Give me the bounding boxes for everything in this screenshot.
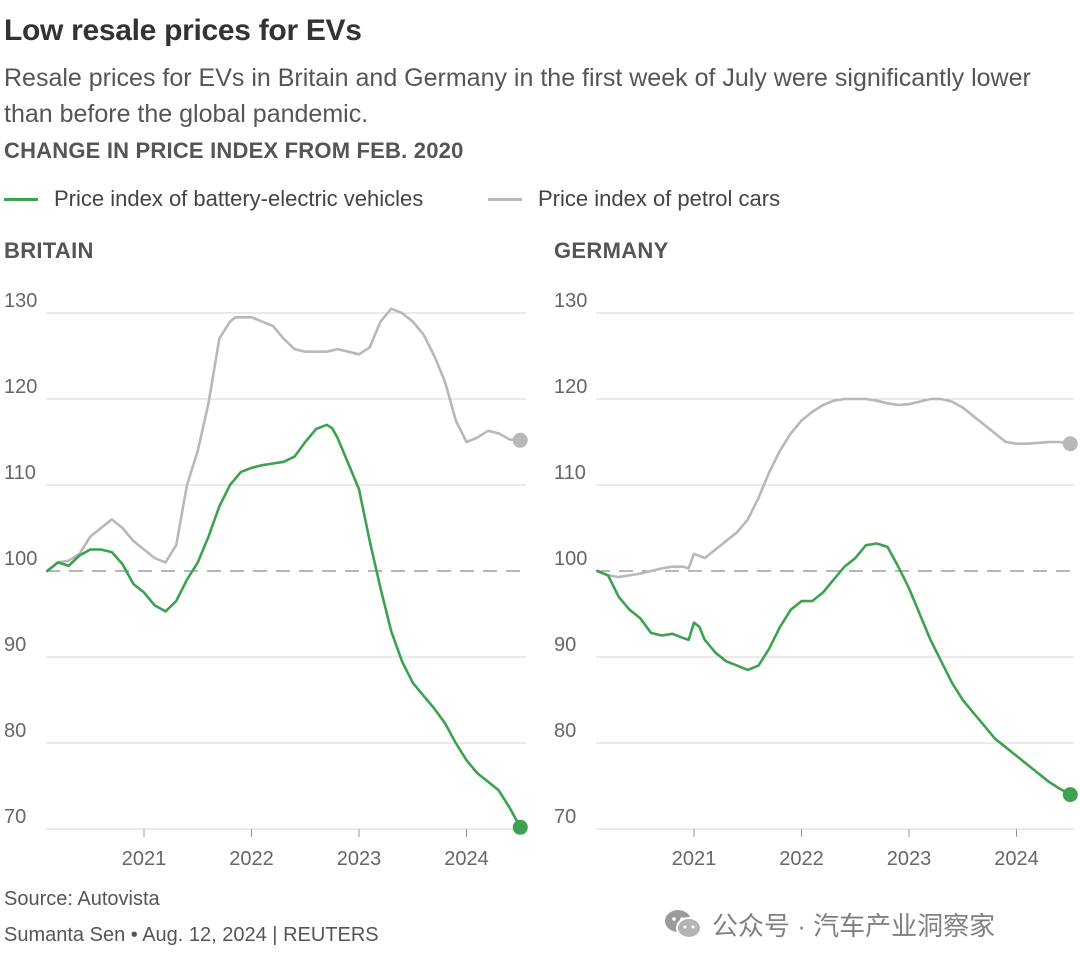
britain-x-tick-label: 2023 xyxy=(337,848,382,870)
germany-petrol-endpoint xyxy=(1062,436,1078,452)
britain-y-tick-label: 120 xyxy=(4,376,37,398)
panel-title-germany: GERMANY xyxy=(554,238,669,263)
petrol-legend-swatch xyxy=(488,197,522,201)
britain-y-tick-label: 90 xyxy=(4,634,26,656)
legend-item-ev: Price index of battery-electric vehicles xyxy=(4,184,423,214)
ev-legend-label: Price index of battery-electric vehicles xyxy=(54,186,424,211)
panel-title-britain: BRITAIN xyxy=(4,238,94,263)
britain-x-tick-label: 2024 xyxy=(444,848,489,870)
germany-y-tick-label: 70 xyxy=(554,806,576,828)
britain-ev-endpoint xyxy=(512,819,528,835)
britain-ev-line xyxy=(45,423,522,829)
britain-petrol-endpoint xyxy=(512,432,528,448)
chart-subtitle: Resale prices for EVs in Britain and Ger… xyxy=(4,64,1031,128)
germany-x-tick-label: 2024 xyxy=(994,848,1039,870)
ev-legend-swatch xyxy=(4,197,38,201)
germany-ev-endpoint xyxy=(1062,787,1078,803)
britain-x-tick-label: 2021 xyxy=(122,848,167,870)
britain-y-tick-label: 70 xyxy=(4,806,26,828)
watermark-text: 公众号 · 汽车产业洞察家 xyxy=(712,910,996,941)
germany-petrol-line xyxy=(595,397,1072,579)
source-note: Source: Autovista xyxy=(4,888,160,910)
germany-ev-line xyxy=(595,542,1072,796)
watermark: 公众号 · 汽车产业洞察家 xyxy=(664,906,995,942)
britain-y-tick-label: 80 xyxy=(4,720,26,742)
britain-petrol-line xyxy=(45,307,522,573)
germany-y-tick-label: 80 xyxy=(554,720,576,742)
section-label: CHANGE IN PRICE INDEX FROM FEB. 2020 xyxy=(4,138,464,163)
germany-y-tick-label: 90 xyxy=(554,634,576,656)
chart-title: Low resale prices for EVs xyxy=(4,14,362,47)
germany-y-tick-label: 100 xyxy=(554,548,587,570)
germany-y-tick-label: 120 xyxy=(554,376,587,398)
petrol-legend-label: Price index of petrol cars xyxy=(538,186,781,211)
legend-item-petrol: Price index of petrol cars xyxy=(488,184,780,214)
credit-line: Sumanta Sen • Aug. 12, 2024 | REUTERS xyxy=(4,924,379,946)
germany-y-tick-label: 130 xyxy=(554,290,587,312)
britain-y-tick-label: 110 xyxy=(4,462,36,484)
britain-y-tick-label: 130 xyxy=(4,290,37,312)
germany-x-tick-label: 2023 xyxy=(887,848,932,870)
germany-y-tick-label: 110 xyxy=(554,462,586,484)
wechat-icon xyxy=(665,910,702,939)
britain-x-tick-label: 2022 xyxy=(229,848,274,870)
britain-y-tick-label: 100 xyxy=(4,548,37,570)
germany-x-tick-label: 2021 xyxy=(672,848,717,870)
germany-x-tick-label: 2022 xyxy=(779,848,824,870)
